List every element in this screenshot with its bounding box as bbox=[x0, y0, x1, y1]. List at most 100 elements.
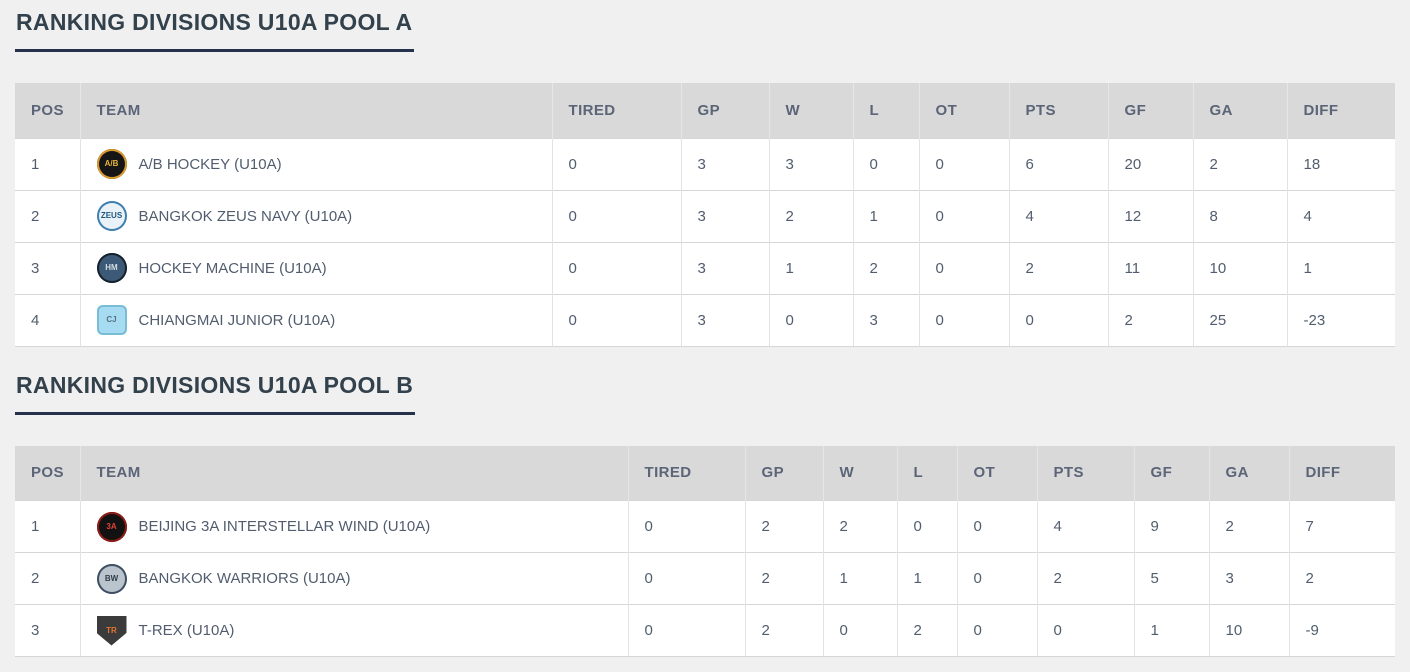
ga-cell: 10 bbox=[1209, 604, 1290, 657]
column-header-ot: OT bbox=[919, 83, 1010, 138]
diff-cell: 4 bbox=[1287, 189, 1395, 242]
tired-cell: 0 bbox=[628, 552, 746, 605]
tired-cell: 0 bbox=[552, 189, 682, 242]
column-header-tired: TIRED bbox=[552, 83, 682, 138]
pts-cell: 0 bbox=[1037, 604, 1135, 657]
diff-cell: 1 bbox=[1287, 241, 1395, 294]
tired-cell: 0 bbox=[552, 293, 682, 347]
gf-cell: 12 bbox=[1108, 189, 1194, 242]
w-cell: 2 bbox=[823, 500, 898, 553]
column-header-gf: GF bbox=[1134, 445, 1210, 501]
ga-cell: 2 bbox=[1193, 137, 1288, 190]
ga-cell: 2 bbox=[1209, 500, 1290, 553]
tired-cell: 0 bbox=[552, 241, 682, 294]
column-header-ga: GA bbox=[1209, 445, 1290, 501]
l-cell: 3 bbox=[853, 293, 920, 347]
column-header-pos: POS bbox=[15, 83, 81, 138]
pts-cell: 2 bbox=[1037, 552, 1135, 605]
gp-cell: 2 bbox=[745, 604, 824, 657]
ranking-section-pool-b: RANKING DIVISIONS U10A POOL B POS TEAM TIR… bbox=[15, 368, 1395, 657]
ga-cell: 25 bbox=[1193, 293, 1288, 347]
gf-cell: 20 bbox=[1108, 137, 1194, 190]
pos-cell: 1 bbox=[15, 500, 81, 553]
team-cell: ZEUS BANGKOK ZEUS NAVY (U10A) bbox=[80, 189, 553, 242]
column-header-tired: TIRED bbox=[628, 445, 746, 501]
pts-cell: 2 bbox=[1009, 241, 1109, 294]
ot-cell: 0 bbox=[957, 552, 1038, 605]
column-header-team: TEAM bbox=[80, 83, 553, 138]
diff-cell: 7 bbox=[1289, 500, 1395, 553]
table-row: 3 TR T-REX (U10A) 0 2 0 2 0 0 1 10 -9 bbox=[15, 604, 1395, 657]
w-cell: 0 bbox=[823, 604, 898, 657]
column-header-pts: PTS bbox=[1009, 83, 1109, 138]
tired-cell: 0 bbox=[552, 137, 682, 190]
table-row: 3 HM HOCKEY MACHINE (U10A) 0 3 1 2 0 2 11 10 1 bbox=[15, 241, 1395, 294]
l-cell: 0 bbox=[897, 500, 958, 553]
w-cell: 1 bbox=[823, 552, 898, 605]
table-row: 1 3A BEIJING 3A INTERSTELLAR WIND (U10A) 0 2… bbox=[15, 500, 1395, 553]
team-logo-icon: CJ bbox=[96, 305, 127, 335]
gp-cell: 3 bbox=[681, 241, 770, 294]
diff-cell: 18 bbox=[1287, 137, 1395, 190]
team-name: BANGKOK ZEUS NAVY (U10A) bbox=[138, 207, 353, 225]
team-name: T-REX (U10A) bbox=[138, 622, 235, 639]
gf-cell: 2 bbox=[1108, 293, 1194, 347]
pos-cell: 1 bbox=[15, 137, 81, 190]
column-header-gf: GF bbox=[1108, 83, 1194, 138]
section-title-pool-b: RANKING DIVISIONS U10A POOL B bbox=[15, 368, 416, 415]
ranking-table-pool-b: POS TEAM TIRED GP W L OT PTS GF GA DIFF 1 3A BEIJING … bbox=[15, 445, 1395, 657]
team-logo-icon: HM bbox=[96, 253, 127, 283]
ga-cell: 3 bbox=[1209, 552, 1290, 605]
team-logo-icon: TR bbox=[96, 615, 127, 646]
column-header-diff: DIFF bbox=[1287, 83, 1395, 138]
team-cell: BW BANGKOK WARRIORS (U10A) bbox=[80, 552, 629, 605]
ot-cell: 0 bbox=[919, 189, 1010, 242]
gf-cell: 1 bbox=[1134, 604, 1210, 657]
team-name: BANGKOK WARRIORS (U10A) bbox=[138, 570, 351, 587]
pts-cell: 6 bbox=[1009, 137, 1109, 190]
ranking-section-pool-a: RANKING DIVISIONS U10A POOL A POS TEAM TIR… bbox=[15, 5, 1395, 347]
diff-cell: -23 bbox=[1287, 293, 1395, 347]
team-name: BEIJING 3A INTERSTELLAR WIND (U10A) bbox=[138, 518, 431, 535]
team-cell: TR T-REX (U10A) bbox=[80, 604, 629, 657]
table-row: 2 BW BANGKOK WARRIORS (U10A) 0 2 1 1 0 2 5 3 2 bbox=[15, 552, 1395, 605]
pos-cell: 4 bbox=[15, 293, 81, 347]
ot-cell: 0 bbox=[919, 137, 1010, 190]
ot-cell: 0 bbox=[957, 500, 1038, 553]
column-header-pts: PTS bbox=[1037, 445, 1135, 501]
gp-cell: 3 bbox=[681, 189, 770, 242]
team-name: HOCKEY MACHINE (U10A) bbox=[138, 259, 327, 277]
pos-cell: 3 bbox=[15, 241, 81, 294]
l-cell: 2 bbox=[897, 604, 958, 657]
team-logo-icon: BW bbox=[96, 563, 127, 594]
team-cell: 3A BEIJING 3A INTERSTELLAR WIND (U10A) bbox=[80, 500, 629, 553]
pos-cell: 3 bbox=[15, 604, 81, 657]
ot-cell: 0 bbox=[919, 293, 1010, 347]
w-cell: 1 bbox=[769, 241, 854, 294]
ot-cell: 0 bbox=[919, 241, 1010, 294]
column-header-gp: GP bbox=[745, 445, 824, 501]
ga-cell: 10 bbox=[1193, 241, 1288, 294]
header-row: POS TEAM TIRED GP W L OT PTS GF GA DIFF bbox=[15, 445, 1395, 501]
column-header-l: L bbox=[897, 445, 958, 501]
gf-cell: 9 bbox=[1134, 500, 1210, 553]
team-logo-icon: ZEUS bbox=[96, 201, 127, 231]
pos-cell: 2 bbox=[15, 552, 81, 605]
column-header-gp: GP bbox=[681, 83, 770, 138]
l-cell: 1 bbox=[853, 189, 920, 242]
column-header-team: TEAM bbox=[80, 445, 629, 501]
diff-cell: -9 bbox=[1289, 604, 1395, 657]
team-logo-icon: 3A bbox=[96, 511, 127, 542]
w-cell: 2 bbox=[769, 189, 854, 242]
column-header-l: L bbox=[853, 83, 920, 138]
l-cell: 1 bbox=[897, 552, 958, 605]
column-header-diff: DIFF bbox=[1289, 445, 1395, 501]
l-cell: 2 bbox=[853, 241, 920, 294]
ga-cell: 8 bbox=[1193, 189, 1288, 242]
pos-cell: 2 bbox=[15, 189, 81, 242]
w-cell: 0 bbox=[769, 293, 854, 347]
team-cell: HM HOCKEY MACHINE (U10A) bbox=[80, 241, 553, 294]
team-name: CHIANGMAI JUNIOR (U10A) bbox=[138, 311, 336, 329]
ot-cell: 0 bbox=[957, 604, 1038, 657]
